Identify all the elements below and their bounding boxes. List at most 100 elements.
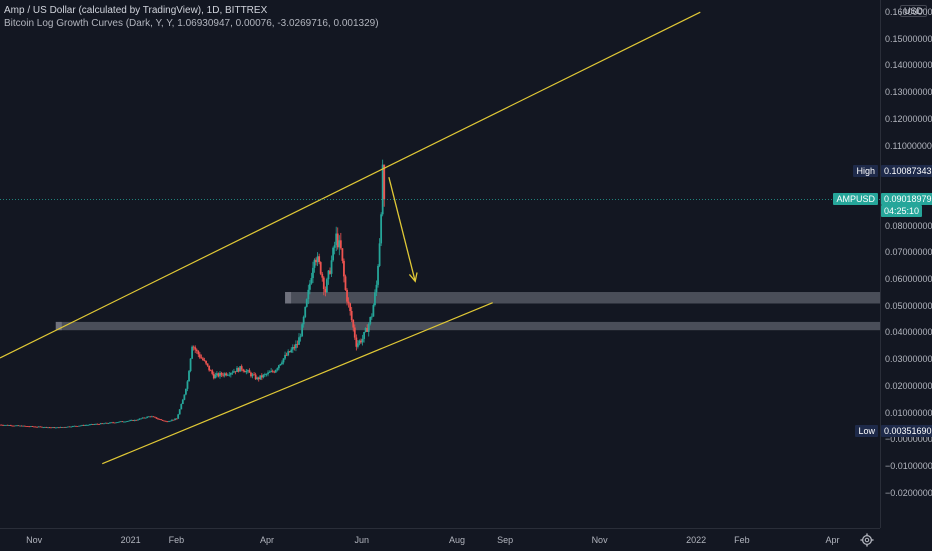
candle-body	[141, 417, 144, 419]
candle-body	[198, 354, 201, 358]
candle-body	[324, 289, 327, 293]
zone-handle	[285, 292, 292, 304]
candle-body	[51, 427, 54, 429]
candle-body	[293, 347, 296, 349]
candle-body	[318, 256, 321, 263]
candle-body	[135, 419, 138, 421]
candle-body	[381, 164, 384, 215]
candle-body	[19, 425, 22, 427]
candle-body	[13, 425, 15, 427]
candle-body	[335, 233, 338, 246]
candle-body	[195, 349, 198, 352]
time-tick-label: Feb	[168, 535, 185, 545]
candle-body	[250, 372, 252, 377]
candle-body	[123, 421, 125, 423]
candle-body	[380, 214, 383, 244]
candle-body	[301, 324, 304, 337]
legend-title[interactable]: Amp / US Dollar (calculated by TradingVi…	[4, 5, 268, 16]
candle-body	[2, 425, 4, 426]
candle-body	[296, 344, 299, 345]
candle-body	[92, 424, 94, 425]
price-tick-label: 0.05000000	[885, 300, 932, 311]
candle-body	[246, 370, 249, 372]
candle-body	[270, 370, 273, 373]
candle-body	[369, 316, 372, 324]
candle-body	[248, 370, 251, 373]
candle-body	[285, 354, 288, 356]
lower-trendline	[102, 302, 493, 465]
candle-body	[147, 416, 150, 418]
price-tick-label: 0.04000000	[885, 327, 932, 338]
candle-body	[155, 417, 158, 419]
candle-body	[48, 427, 51, 429]
candle-body	[237, 367, 240, 372]
candle-body	[367, 323, 370, 332]
time-tick-label: 2021	[120, 535, 141, 545]
candle-body	[178, 409, 181, 415]
currency-button[interactable]: USD	[899, 5, 927, 17]
support-zone	[55, 321, 880, 331]
candle-body	[211, 370, 214, 374]
price-tick-label: 0.08000000	[885, 220, 932, 231]
candle-body	[25, 426, 28, 427]
candle-body	[67, 426, 70, 428]
time-axis[interactable]: Nov 2021 Feb Apr Jun Aug Sep Nov 2022 Feb Apr	[0, 528, 880, 551]
candle-body	[308, 283, 311, 290]
candle-body	[118, 421, 121, 423]
price-tick-label: 0.01000000	[885, 407, 932, 418]
time-tick-label: Sep	[497, 535, 514, 545]
candle-body	[256, 377, 259, 380]
candle-body	[3, 425, 6, 426]
candle-body	[341, 248, 344, 261]
candle-body	[169, 420, 172, 422]
support-zone	[285, 292, 880, 304]
symbol-tag: AMPUSD	[833, 193, 878, 206]
candle-body	[228, 374, 231, 376]
candle-body	[40, 426, 43, 428]
candle-body	[121, 421, 124, 423]
zone-handle	[55, 321, 62, 331]
candle-body	[332, 247, 334, 261]
candle-body	[240, 366, 243, 370]
candle-body	[338, 240, 341, 248]
candle-body	[312, 267, 314, 279]
candle-body	[343, 260, 345, 277]
candle-body	[47, 427, 49, 429]
candle-body	[39, 426, 42, 428]
candle-body	[291, 347, 294, 350]
candle-body	[339, 240, 342, 249]
candle-body	[206, 363, 209, 366]
candle-body	[107, 423, 110, 425]
gear-icon[interactable]	[860, 533, 874, 547]
price-axis[interactable]: USD 0.16000000 0.15000000 0.14000000 0.1300…	[880, 0, 932, 528]
candle-body	[53, 427, 56, 429]
candle-body	[71, 426, 74, 427]
price-tick-label: 0.07000000	[885, 247, 932, 258]
candle-body	[336, 233, 339, 248]
candle-body	[144, 417, 147, 419]
candle-body	[157, 418, 159, 420]
countdown-tag: 04:25:10	[881, 205, 923, 218]
candle-body	[130, 420, 133, 421]
candle-body	[136, 419, 139, 421]
candle-body	[322, 277, 325, 290]
candle-body	[175, 418, 178, 420]
arrow-shaft	[388, 177, 416, 282]
legend-indicator[interactable]: Bitcoin Log Growth Curves (Dark, Y, Y, 1…	[4, 18, 379, 29]
candle-body	[101, 423, 104, 425]
candle-body	[140, 418, 142, 420]
price-tick-label: 0.16000000	[885, 7, 932, 17]
candle-body	[28, 426, 31, 428]
candle-body	[271, 370, 274, 372]
candle-body	[143, 417, 145, 419]
candle-body	[82, 425, 85, 426]
candle-body	[352, 320, 355, 328]
candle-body	[231, 372, 234, 374]
candle-body	[59, 427, 62, 428]
candle-body	[363, 332, 365, 339]
chart-area[interactable]: Amp / US Dollar (calculated by TradingVi…	[0, 0, 880, 528]
candle-body	[239, 366, 242, 372]
candle-body	[174, 418, 176, 420]
candle-body	[188, 371, 190, 382]
candle-body	[366, 328, 369, 332]
